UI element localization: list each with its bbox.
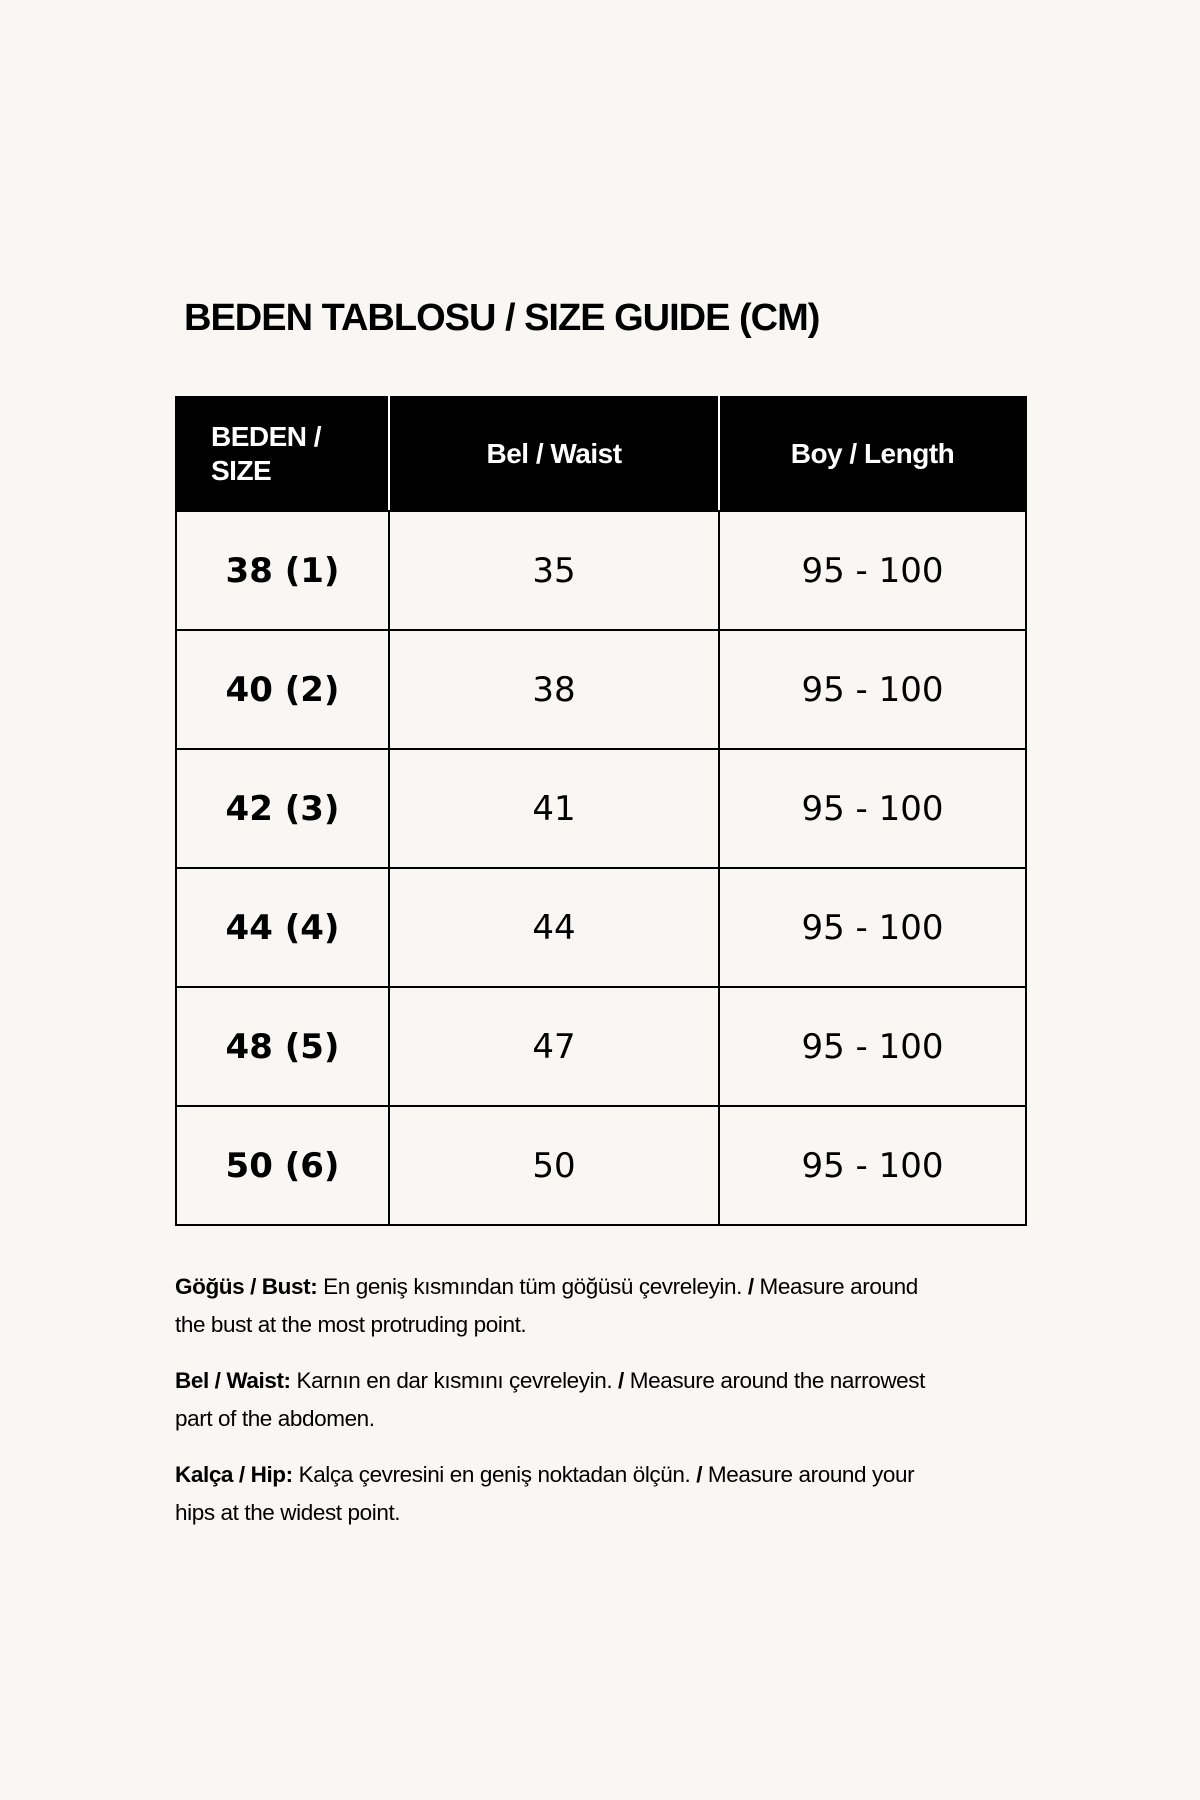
header-waist: Bel / Waist <box>388 396 720 512</box>
table-row: 38 (1) 35 95 - 100 <box>175 510 1027 631</box>
size-cell: 38 (1) <box>175 510 390 631</box>
waist-cell: 41 <box>388 748 720 869</box>
note-label: Bel / Waist: <box>175 1368 291 1393</box>
measurement-notes: Göğüs / Bust: En geniş kısmından tüm göğ… <box>175 1268 935 1550</box>
waist-cell: 44 <box>388 867 720 988</box>
length-cell: 95 - 100 <box>718 748 1027 869</box>
header-size: BEDEN / SIZE <box>175 396 390 512</box>
note-turkish: Kalça çevresini en geniş noktadan ölçün. <box>292 1462 697 1487</box>
size-cell: 40 (2) <box>175 629 390 750</box>
header-length: Boy / Length <box>718 396 1027 512</box>
note-separator: / <box>747 1274 754 1299</box>
table-row: 42 (3) 41 95 - 100 <box>175 748 1027 869</box>
note-english: Measure around the bust at the most prot… <box>175 1274 918 1337</box>
table-header-row: BEDEN / SIZE Bel / Waist Boy / Length <box>175 396 1027 512</box>
table-row: 40 (2) 38 95 - 100 <box>175 629 1027 750</box>
note-paragraph: Kalça / Hip: Kalça çevresini en geniş no… <box>175 1456 935 1532</box>
table-row: 48 (5) 47 95 - 100 <box>175 986 1027 1107</box>
table-row: 50 (6) 50 95 - 100 <box>175 1105 1027 1226</box>
table-row: 44 (4) 44 95 - 100 <box>175 867 1027 988</box>
note-turkish: Karnın en dar kısmını çevreleyin. <box>290 1368 619 1393</box>
waist-cell: 38 <box>388 629 720 750</box>
waist-cell: 47 <box>388 986 720 1107</box>
note-separator: / <box>618 1368 624 1393</box>
note-english: Measure around the narrowest part of the… <box>175 1368 925 1431</box>
note-label: Göğüs / Bust: <box>175 1274 318 1299</box>
waist-cell: 35 <box>388 510 720 631</box>
size-table: BEDEN / SIZE Bel / Waist Boy / Length 38… <box>175 396 1027 1226</box>
length-cell: 95 - 100 <box>718 629 1027 750</box>
waist-cell: 50 <box>388 1105 720 1226</box>
size-cell: 50 (6) <box>175 1105 390 1226</box>
size-cell: 42 (3) <box>175 748 390 869</box>
note-separator: / <box>696 1462 703 1487</box>
length-cell: 95 - 100 <box>718 986 1027 1107</box>
note-english: Measure around your hips at the widest p… <box>175 1462 915 1525</box>
length-cell: 95 - 100 <box>718 1105 1027 1226</box>
length-cell: 95 - 100 <box>718 867 1027 988</box>
note-label: Kalça / Hip: <box>175 1462 293 1487</box>
note-paragraph: Bel / Waist: Karnın en dar kısmını çevre… <box>175 1362 935 1438</box>
length-cell: 95 - 100 <box>718 510 1027 631</box>
size-cell: 44 (4) <box>175 867 390 988</box>
page-title: BEDEN TABLOSU / SIZE GUIDE (CM) <box>184 297 820 339</box>
note-turkish: En geniş kısmından tüm göğüsü çevreleyin… <box>317 1274 748 1299</box>
note-paragraph: Göğüs / Bust: En geniş kısmından tüm göğ… <box>175 1268 935 1344</box>
size-cell: 48 (5) <box>175 986 390 1107</box>
